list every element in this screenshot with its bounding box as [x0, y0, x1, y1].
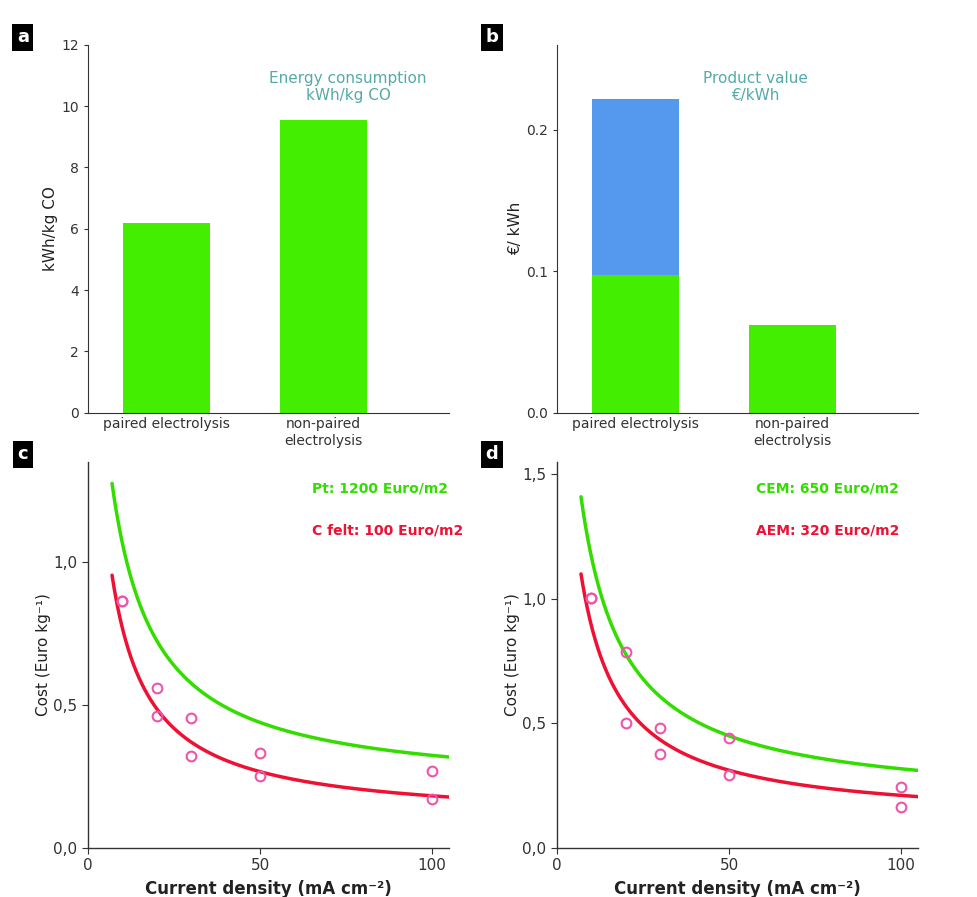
Text: Product value
€/kWh: Product value €/kWh — [703, 71, 808, 103]
Y-axis label: Cost (Euro kg⁻¹): Cost (Euro kg⁻¹) — [504, 594, 520, 716]
Bar — [592, 275, 679, 413]
Text: Energy consumption
kWh/kg CO: Energy consumption kWh/kg CO — [270, 71, 427, 103]
Bar — [592, 99, 679, 275]
X-axis label: Current density (mA cm⁻²): Current density (mA cm⁻²) — [615, 880, 861, 897]
Bar — [749, 325, 836, 413]
Y-axis label: €/ kWh: €/ kWh — [508, 202, 523, 256]
Text: a: a — [17, 29, 29, 47]
Text: b: b — [486, 29, 498, 47]
Text: d: d — [486, 445, 498, 463]
X-axis label: Current density (mA cm⁻²): Current density (mA cm⁻²) — [146, 880, 392, 897]
Bar — [123, 222, 210, 413]
Text: AEM: 320 Euro/m2: AEM: 320 Euro/m2 — [756, 524, 899, 537]
Text: Pt: 1200 Euro/m2: Pt: 1200 Euro/m2 — [312, 482, 448, 495]
Bar — [280, 120, 367, 413]
Text: C felt: 100 Euro/m2: C felt: 100 Euro/m2 — [312, 524, 463, 537]
Text: c: c — [18, 445, 28, 463]
Y-axis label: kWh/kg CO: kWh/kg CO — [44, 187, 59, 271]
Y-axis label: Cost (Euro kg⁻¹): Cost (Euro kg⁻¹) — [35, 594, 51, 716]
Text: CEM: 650 Euro/m2: CEM: 650 Euro/m2 — [756, 482, 899, 495]
